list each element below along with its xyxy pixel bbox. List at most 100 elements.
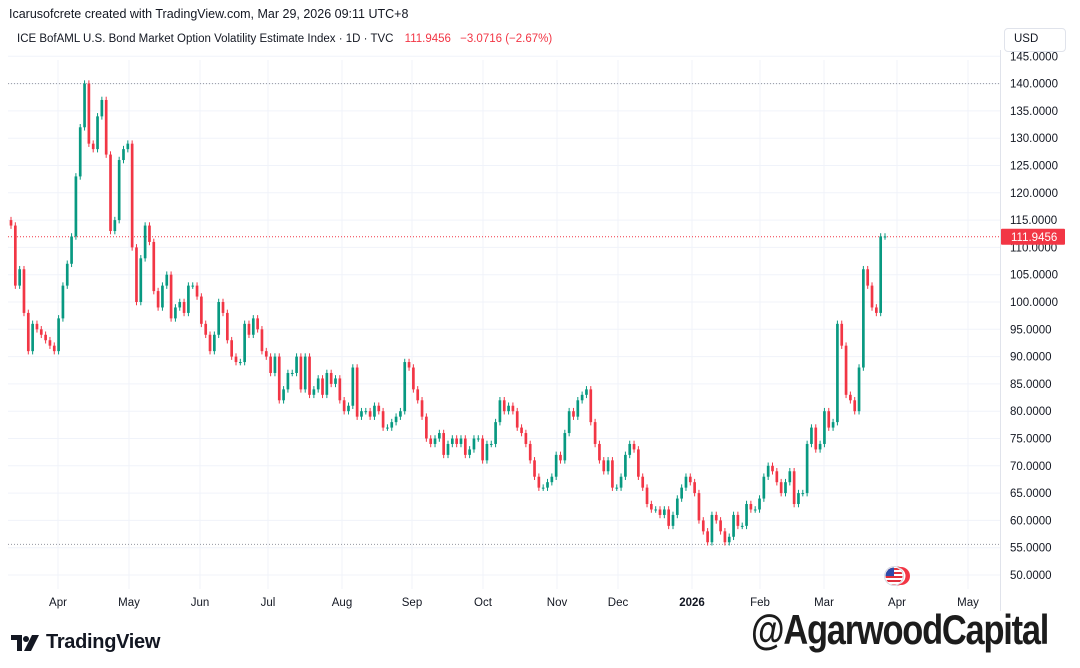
candle-body	[628, 443, 632, 455]
candle-body	[156, 291, 160, 308]
candle-body	[251, 318, 255, 335]
candle-body	[771, 465, 774, 472]
candle-body	[723, 531, 727, 543]
candle-body	[182, 302, 186, 313]
grid-lines	[8, 50, 1001, 611]
candle-body	[277, 356, 281, 401]
candle-body	[593, 422, 597, 444]
candle-body	[96, 116, 99, 150]
candle-body	[567, 411, 571, 434]
y-tick-label: 100.0000	[1010, 297, 1058, 309]
candle-body	[122, 149, 125, 161]
candle-body	[433, 438, 437, 444]
candle-body	[412, 367, 415, 390]
candle-body	[836, 323, 839, 423]
candle-body	[169, 274, 173, 319]
y-tick-label: 55.0000	[1010, 543, 1052, 555]
candle-body	[39, 329, 43, 335]
candle-body	[658, 509, 662, 515]
candle-body	[745, 504, 748, 526]
candle-body	[675, 498, 679, 515]
candle-body	[273, 356, 277, 373]
candle-body	[684, 476, 688, 488]
candle-body	[264, 351, 268, 357]
candle-body	[554, 454, 558, 477]
candle-body	[303, 356, 307, 390]
candle-body	[78, 127, 82, 177]
candle-body	[247, 323, 251, 335]
candle-body	[143, 225, 147, 259]
candle-body	[438, 433, 441, 439]
candle-body	[217, 302, 221, 335]
last-price-marker: 111.9456	[1001, 228, 1065, 245]
tradingview-logo-text: TradingView	[46, 631, 161, 653]
candle-body	[528, 443, 532, 461]
candle-body	[805, 443, 809, 494]
currency-button[interactable]: USD	[1004, 28, 1066, 52]
x-axis: Apr May Jun Jul Aug Sep Oct Nov Dec 2026 Feb Mar Apr…	[49, 597, 979, 609]
candle-body	[766, 465, 770, 477]
y-tick-label: 110.0000	[1010, 242, 1057, 254]
candle-body	[100, 99, 104, 117]
candle-body	[104, 99, 108, 155]
candle-body	[130, 143, 134, 248]
candle-body	[602, 460, 606, 472]
candle-body	[589, 389, 593, 423]
candle-body	[35, 323, 39, 330]
candle-body	[83, 83, 86, 128]
candle-body	[230, 340, 234, 357]
y-tick-label: 60.0000	[1010, 515, 1052, 527]
candle-body	[390, 422, 394, 428]
candle-body	[797, 493, 800, 505]
tradingview-logo[interactable]: TradingView	[10, 631, 160, 654]
candle-body	[879, 236, 883, 313]
candle-body	[360, 411, 363, 417]
candle-body	[44, 334, 47, 341]
candle-body	[740, 525, 744, 527]
x-tick-label: Feb	[750, 597, 770, 609]
candle-body	[801, 493, 805, 495]
candle-body	[256, 318, 259, 330]
candle-body	[818, 443, 822, 450]
candle-body	[507, 405, 510, 412]
candle-body	[22, 269, 26, 313]
candle-body	[489, 443, 493, 445]
candle-body	[74, 176, 78, 237]
candle-body	[866, 269, 870, 286]
us-economic-events-icon[interactable]	[883, 565, 911, 587]
candle-body	[598, 443, 601, 461]
candle-body	[563, 433, 567, 461]
candle-body	[152, 241, 156, 292]
candle-body	[290, 372, 294, 374]
candle-body	[853, 400, 857, 412]
x-tick-label: Aug	[332, 597, 352, 609]
x-tick-label: Sep	[402, 597, 422, 609]
candle-body	[325, 372, 329, 395]
candle-body	[57, 318, 60, 352]
candle-body	[498, 400, 502, 423]
candle-body	[174, 307, 177, 319]
y-axis: 50.0000 55.0000 60.0000 65.0000 70.0000 75.00…	[1010, 51, 1058, 582]
candle-body	[654, 509, 658, 511]
candle-body	[260, 329, 264, 352]
candle-body	[282, 389, 285, 401]
watermark-text: @AgarwoodCapital	[751, 606, 1049, 653]
candle-body	[727, 536, 731, 543]
candle-body	[662, 509, 666, 515]
candle-body	[875, 307, 878, 313]
x-tick-label: Oct	[474, 597, 493, 609]
candle-body	[178, 302, 182, 308]
candle-body	[234, 356, 238, 363]
candle-body	[779, 482, 783, 494]
candle-body	[61, 285, 65, 319]
candle-body	[243, 323, 246, 363]
candle-body	[65, 263, 69, 286]
candle-body	[195, 285, 199, 297]
candle-body	[732, 514, 735, 537]
y-tick-label: 75.0000	[1010, 434, 1052, 446]
candle-body	[823, 411, 826, 444]
last-price-label: 111.9456	[1011, 232, 1057, 244]
y-tick-label: 105.0000	[1010, 270, 1058, 282]
candle-body	[494, 422, 497, 444]
